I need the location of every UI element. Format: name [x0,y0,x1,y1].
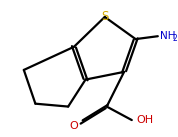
Text: NH: NH [160,31,175,41]
Text: 2: 2 [172,34,177,43]
Text: S: S [101,10,108,23]
Text: OH: OH [137,115,154,125]
Text: O: O [70,121,78,131]
